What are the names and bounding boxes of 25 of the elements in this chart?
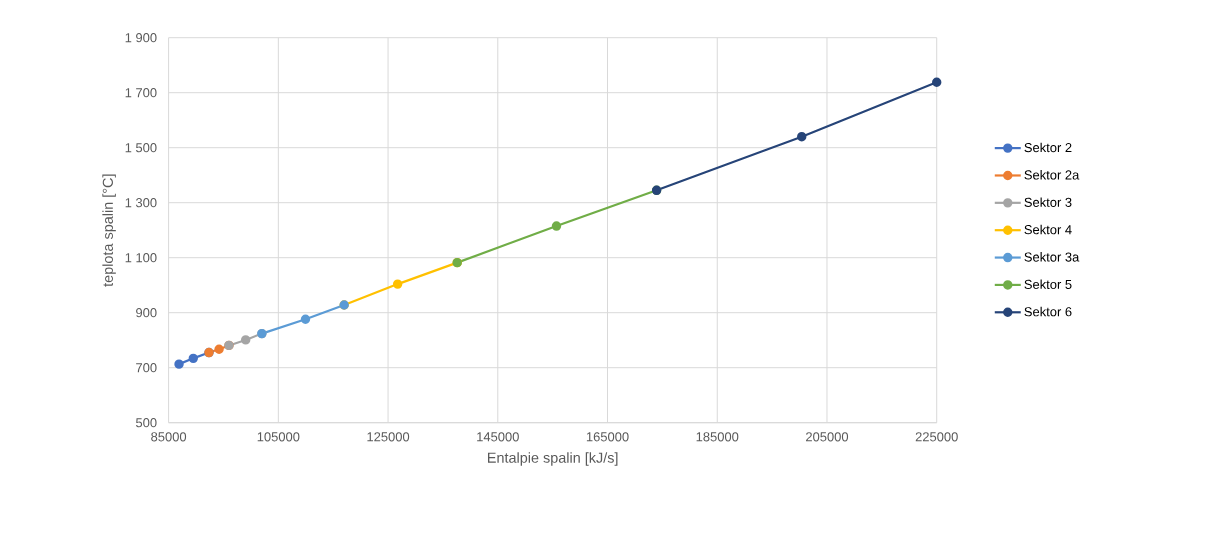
y-tick-label: 1 700 (125, 88, 157, 98)
x-tick-label: 85000 (151, 432, 187, 442)
legend-label: Sektor 2 (1024, 142, 1072, 153)
x-tick-label: 145000 (477, 432, 519, 442)
x-tick-label: 205000 (806, 432, 849, 442)
x-tick-label: 165000 (586, 432, 629, 442)
x-tick-label: 185000 (696, 432, 739, 442)
x-tick-label: 125000 (367, 432, 410, 442)
y-tick-label: 900 (136, 308, 157, 318)
legend-label: Sektor 3a (1024, 252, 1080, 262)
legend-label: Sektor 5 (1024, 279, 1072, 289)
x-tick-label: 105000 (257, 432, 300, 442)
y-tick-label: 1 300 (125, 198, 157, 208)
legend-label: Sektor 3 (1024, 197, 1072, 207)
legend-label: Sektor 2a (1024, 170, 1080, 180)
y-axis-title: teplota spalin [°C] (102, 174, 116, 287)
y-tick-label: 700 (136, 363, 157, 373)
y-tick-label: 1 900 (125, 33, 157, 43)
y-tick-label: 500 (135, 418, 157, 428)
y-tick-label: 1 100 (125, 253, 157, 263)
legend-label: Sektor 4 (1024, 224, 1072, 235)
y-tick-label: 1 500 (125, 143, 157, 153)
x-tick-label: 225000 (915, 432, 958, 442)
legend-label: Sektor 6 (1024, 306, 1072, 317)
x-axis-title: Entalpie spalin [kJ/s] (488, 452, 618, 466)
